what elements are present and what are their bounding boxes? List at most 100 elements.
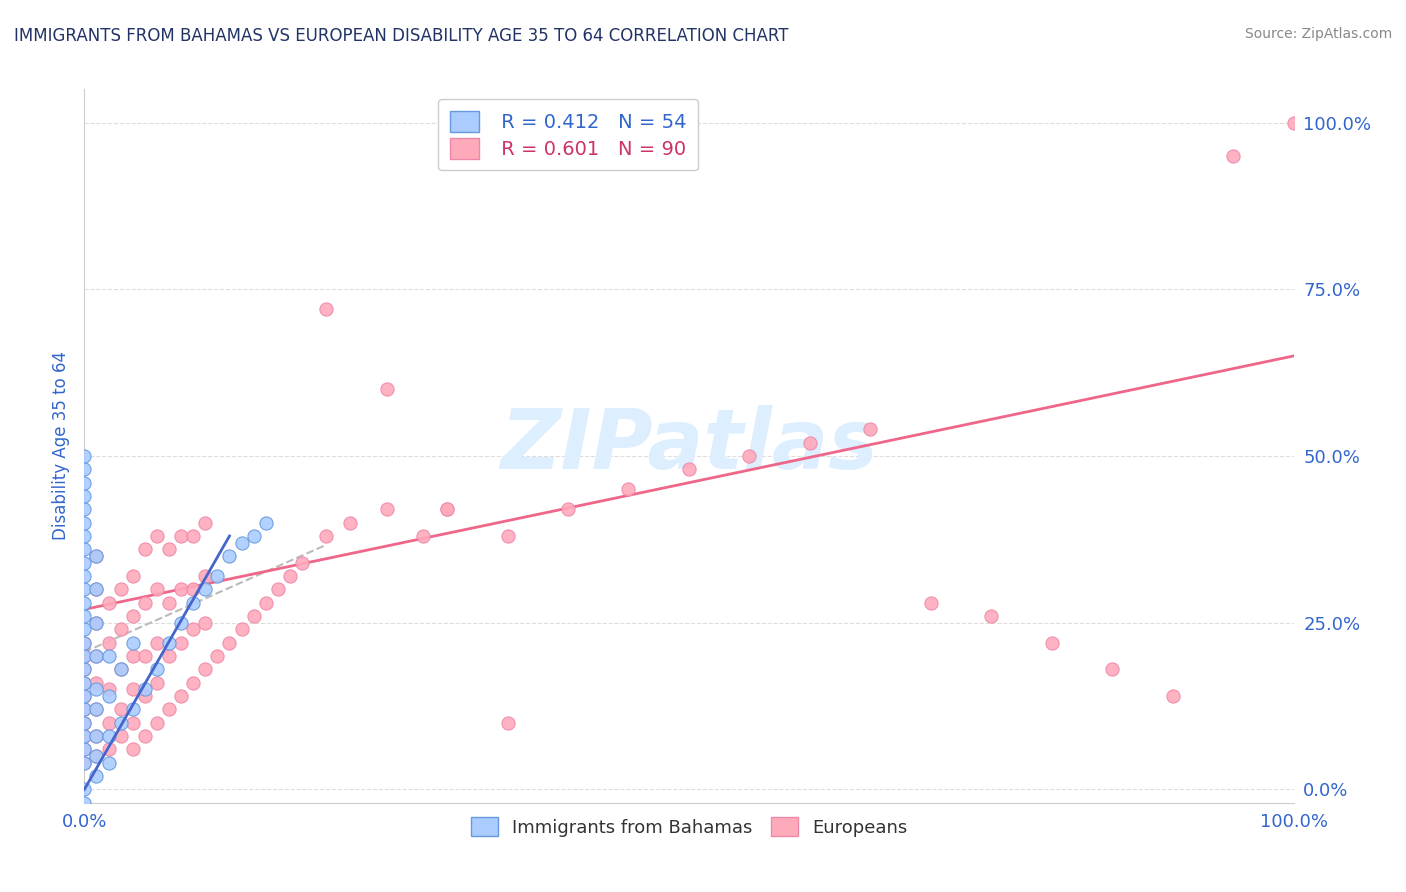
- Point: [73, 649, 96, 664]
- Point: [97, 649, 120, 664]
- Point: [86, 769, 108, 783]
- Point: [617, 483, 640, 497]
- Point: [73, 623, 96, 637]
- Point: [110, 623, 132, 637]
- Point: [121, 715, 143, 730]
- Point: [194, 615, 217, 630]
- Point: [218, 636, 240, 650]
- Point: [73, 756, 96, 770]
- Point: [73, 715, 96, 730]
- Point: [157, 596, 180, 610]
- Point: [121, 636, 143, 650]
- Point: [267, 582, 290, 597]
- Point: [121, 682, 143, 697]
- Point: [73, 462, 96, 476]
- Point: [146, 715, 169, 730]
- Point: [110, 662, 132, 676]
- Point: [557, 502, 579, 516]
- Point: [86, 549, 108, 563]
- Point: [86, 675, 108, 690]
- Point: [254, 596, 277, 610]
- Point: [146, 636, 169, 650]
- Point: [194, 662, 217, 676]
- Point: [1040, 636, 1063, 650]
- Point: [496, 715, 519, 730]
- Point: [799, 435, 821, 450]
- Point: [375, 502, 398, 516]
- Point: [97, 742, 120, 756]
- Point: [194, 516, 217, 530]
- Point: [86, 615, 108, 630]
- Point: [242, 609, 264, 624]
- Point: [194, 582, 217, 597]
- Point: [73, 556, 96, 570]
- Point: [170, 636, 193, 650]
- Point: [121, 649, 143, 664]
- Text: ZIPatlas: ZIPatlas: [501, 406, 877, 486]
- Point: [194, 569, 217, 583]
- Point: [73, 489, 96, 503]
- Point: [73, 715, 96, 730]
- Point: [134, 649, 156, 664]
- Y-axis label: Disability Age 35 to 64: Disability Age 35 to 64: [52, 351, 70, 541]
- Point: [86, 702, 108, 716]
- Point: [86, 582, 108, 597]
- Point: [73, 702, 96, 716]
- Point: [86, 582, 108, 597]
- Point: [254, 516, 277, 530]
- Point: [73, 729, 96, 743]
- Point: [1222, 149, 1244, 163]
- Point: [980, 609, 1002, 624]
- Point: [678, 462, 700, 476]
- Point: [242, 529, 264, 543]
- Point: [73, 702, 96, 716]
- Point: [121, 569, 143, 583]
- Point: [146, 675, 169, 690]
- Point: [73, 529, 96, 543]
- Point: [86, 682, 108, 697]
- Point: [110, 702, 132, 716]
- Text: Source: ZipAtlas.com: Source: ZipAtlas.com: [1244, 27, 1392, 41]
- Point: [231, 535, 253, 549]
- Point: [97, 715, 120, 730]
- Point: [134, 596, 156, 610]
- Point: [73, 516, 96, 530]
- Point: [157, 702, 180, 716]
- Point: [73, 449, 96, 463]
- Point: [121, 702, 143, 716]
- Point: [110, 729, 132, 743]
- Point: [73, 729, 96, 743]
- Point: [170, 689, 193, 703]
- Point: [146, 662, 169, 676]
- Point: [134, 682, 156, 697]
- Point: [86, 649, 108, 664]
- Point: [436, 502, 458, 516]
- Point: [134, 729, 156, 743]
- Point: [146, 582, 169, 597]
- Point: [73, 689, 96, 703]
- Point: [73, 675, 96, 690]
- Point: [181, 529, 204, 543]
- Point: [86, 549, 108, 563]
- Point: [375, 382, 398, 396]
- Point: [218, 549, 240, 563]
- Point: [97, 729, 120, 743]
- Point: [73, 475, 96, 490]
- Point: [73, 649, 96, 664]
- Point: [134, 542, 156, 557]
- Point: [73, 742, 96, 756]
- Legend: Immigrants from Bahamas, Europeans: Immigrants from Bahamas, Europeans: [464, 810, 914, 844]
- Point: [859, 422, 882, 436]
- Point: [86, 749, 108, 764]
- Point: [1282, 115, 1305, 129]
- Point: [291, 556, 314, 570]
- Point: [73, 636, 96, 650]
- Point: [110, 662, 132, 676]
- Point: [73, 796, 96, 810]
- Point: [73, 542, 96, 557]
- Point: [146, 529, 169, 543]
- Point: [121, 609, 143, 624]
- Point: [134, 689, 156, 703]
- Point: [436, 502, 458, 516]
- Point: [73, 662, 96, 676]
